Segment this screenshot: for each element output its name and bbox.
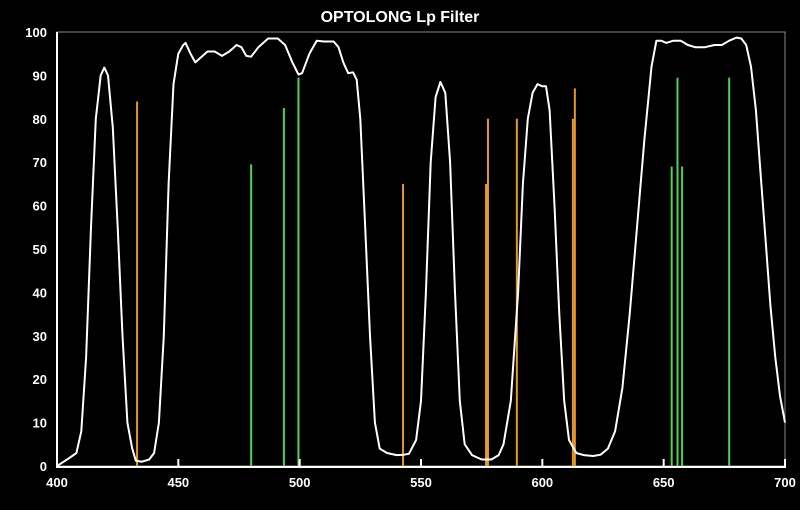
y-tick-label: 70 bbox=[33, 155, 47, 170]
y-tick-label: 30 bbox=[33, 329, 47, 344]
x-tick-label: 450 bbox=[167, 475, 189, 490]
x-tick-label: 700 bbox=[774, 475, 796, 490]
y-tick-label: 40 bbox=[33, 285, 47, 300]
chart-title: OPTOLONG Lp Filter bbox=[321, 9, 480, 26]
y-tick-label: 90 bbox=[33, 68, 47, 83]
y-tick-label: 80 bbox=[33, 112, 47, 127]
x-tick-label: 650 bbox=[653, 475, 675, 490]
y-tick-label: 0 bbox=[40, 459, 47, 474]
transmission-curve bbox=[56, 36, 786, 467]
y-tick-label: 20 bbox=[33, 372, 47, 387]
y-tick-label: 100 bbox=[25, 25, 47, 40]
emission-lines bbox=[136, 77, 731, 466]
y-tick-label: 60 bbox=[33, 199, 47, 214]
y-tick-label: 50 bbox=[33, 242, 47, 257]
x-ticks: 400 450 500 550 600 650 700 bbox=[46, 459, 796, 490]
y-ticks: 0 10 20 30 40 50 60 70 80 90 100 bbox=[25, 25, 47, 474]
x-tick-label: 600 bbox=[531, 475, 553, 490]
x-tick-label: 500 bbox=[289, 475, 311, 490]
x-tick-label: 400 bbox=[46, 475, 68, 490]
y-tick-label: 10 bbox=[33, 416, 47, 431]
x-tick-label: 550 bbox=[410, 475, 432, 490]
